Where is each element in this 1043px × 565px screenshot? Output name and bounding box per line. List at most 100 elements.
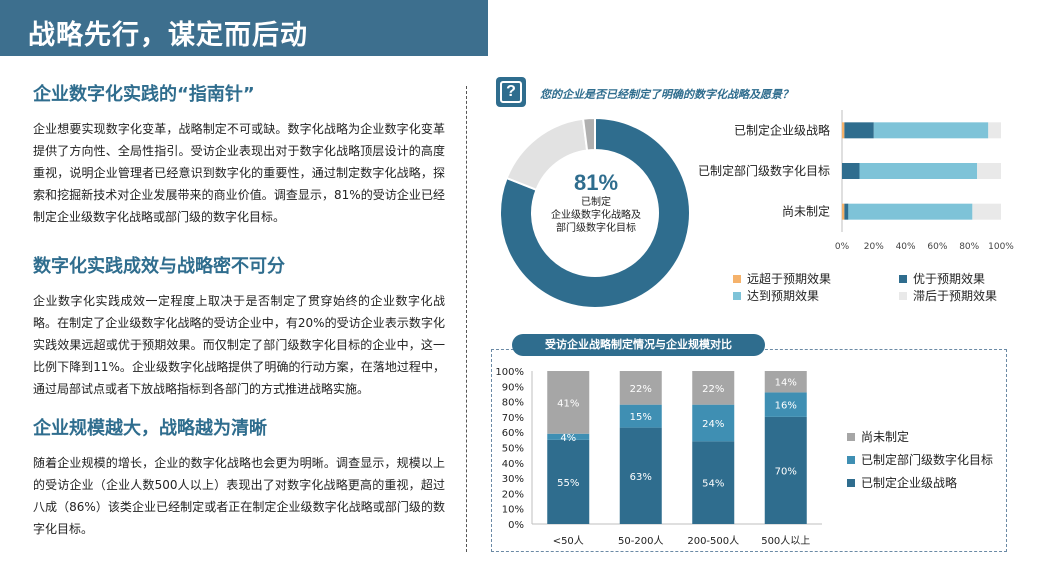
category-label: 已制定部门级数字化目标 xyxy=(698,163,830,178)
legend-swatch xyxy=(899,274,907,283)
y-tick-label: 100% xyxy=(495,367,524,378)
section-heading: 企业规模越大，战略越为清晰 xyxy=(33,418,267,439)
x-tick-label: 80% xyxy=(959,242,979,252)
bar-segment xyxy=(842,203,845,220)
section-body: 企业数字化实践成效一定程度上取决于是否制定了贯穿始终的企业数字化战略。在制定了企… xyxy=(33,294,445,396)
data-label: 24% xyxy=(702,419,724,430)
y-tick-label: 10% xyxy=(502,505,524,516)
survey-question: 您的企业是否已经制定了明确的数字化战略及愿景？ xyxy=(540,88,793,101)
legend-label: 尚未制定 xyxy=(861,430,910,444)
section-heading: 数字化实践成效与战略密不可分 xyxy=(33,256,285,277)
y-tick-label: 50% xyxy=(502,444,524,455)
effect-bar-chart: 已制定企业级战略已制定部门级数字化目标尚未制定 0% 20% 40% 60% 80% 100… xyxy=(690,110,1030,265)
question-mark-icon: ? xyxy=(496,77,526,107)
category-label: 500人以上 xyxy=(761,535,810,547)
question-glyph: ? xyxy=(500,81,522,103)
category-label: 已制定企业级战略 xyxy=(734,122,830,137)
data-label: 70% xyxy=(775,466,797,477)
donut-center-label: 81% 已制定 企业级数字化战略及 部门级数字化目标 xyxy=(540,170,652,235)
x-tick-label: 20% xyxy=(864,242,884,252)
scale-bar-chart: 0% 10% 20% 30% 40% 50% 60% 70% 80% 90% 100% 55% 4% 41… xyxy=(492,360,832,555)
legend-swatch xyxy=(899,291,907,300)
bar-segment xyxy=(764,371,807,393)
legend-swatch xyxy=(847,432,855,441)
legend-swatch xyxy=(733,274,741,283)
column-divider xyxy=(466,86,467,552)
data-label: 14% xyxy=(775,378,797,389)
data-label: 54% xyxy=(702,479,724,490)
legend-swatch xyxy=(847,478,855,487)
scale-bar-svg: 0% 10% 20% 30% 40% 50% 60% 70% 80% 90% 100% 55% 4% 41… xyxy=(495,367,822,547)
bar-segment xyxy=(977,163,1001,179)
category-label: 50-200人 xyxy=(618,535,663,547)
donut-slice xyxy=(499,116,691,309)
bar-segment xyxy=(547,439,590,524)
bar-segment xyxy=(842,122,845,139)
data-label: 16% xyxy=(775,401,797,412)
legend-item: 滞后于预期效果 xyxy=(899,287,997,304)
scale-chart-title: 受访企业战略制定情况与企业规模对比 xyxy=(512,334,765,356)
legend-swatch xyxy=(733,291,741,300)
category-label: 200-500人 xyxy=(687,535,739,547)
legend-item: 达到预期效果 xyxy=(733,287,819,304)
title-banner: 战略先行，谋定而后动 xyxy=(0,0,488,56)
legend-swatch xyxy=(847,455,855,464)
section-scale: 企业规模越大，战略越为清晰 随着企业规模的增长，企业的数字化战略也会更为明晰。调… xyxy=(33,414,445,540)
y-tick-label: 90% xyxy=(502,382,524,393)
bar-segment xyxy=(764,392,807,417)
section-compass: 企业数字化实践的“指南针” 企业想要实现数字化变革，战略制定不可或缺。数字化战略… xyxy=(33,80,445,228)
category-label: <50人 xyxy=(553,535,584,547)
bar-segment xyxy=(619,371,662,405)
bar-segment xyxy=(619,427,662,524)
bar-segment xyxy=(764,416,807,524)
bar-segment xyxy=(547,433,590,440)
bar-segment xyxy=(972,203,1001,220)
bar-segment xyxy=(859,163,978,179)
donut-center-value: 81% xyxy=(573,170,619,195)
donut-svg xyxy=(499,116,691,309)
bar-segment xyxy=(692,371,735,405)
section-heading: 企业数字化实践的“指南针” xyxy=(33,84,255,105)
bar-segment xyxy=(842,163,860,179)
y-tick-label: 30% xyxy=(502,474,524,485)
legend-label: 已制定部门级数字化目标 xyxy=(861,453,994,467)
data-label: 22% xyxy=(702,384,724,395)
bar-segment xyxy=(547,371,590,434)
bar-segment xyxy=(692,404,735,442)
bar-segment xyxy=(844,122,874,139)
legend-item: 已制定企业级战略 xyxy=(847,474,993,497)
donut-chart xyxy=(498,116,692,315)
y-tick-label: 40% xyxy=(502,459,524,470)
legend-label: 滞后于预期效果 xyxy=(913,289,998,303)
section-body: 随着企业规模的增长，企业的数字化战略也会更为明晰。调查显示，规模以上的受访企业（… xyxy=(33,456,445,536)
legend-label: 远超于预期效果 xyxy=(747,272,832,286)
y-tick-label: 70% xyxy=(502,413,524,424)
data-label: 22% xyxy=(630,384,652,395)
bar-segment xyxy=(848,203,973,220)
y-tick-label: 80% xyxy=(502,398,524,409)
scale-legend: 尚未制定 已制定部门级数字化目标 已制定企业级战略 xyxy=(847,428,993,497)
data-label: 55% xyxy=(557,478,579,489)
x-tick-label: 100% xyxy=(988,242,1014,252)
data-label: 4% xyxy=(560,433,576,444)
x-tick-label: 60% xyxy=(927,242,947,252)
data-label: 41% xyxy=(557,398,579,409)
section-effect: 数字化实践成效与战略密不可分 企业数字化实践成效一定程度上取决于是否制定了贯穿始… xyxy=(33,252,445,400)
legend-item: 尚未制定 xyxy=(847,428,993,451)
bar-segment xyxy=(988,122,1001,139)
donut-slice xyxy=(581,116,596,152)
y-tick-label: 20% xyxy=(502,489,524,500)
legend-label: 优于预期效果 xyxy=(913,272,986,286)
x-tick-label: 0% xyxy=(835,242,850,252)
category-label: 尚未制定 xyxy=(782,204,830,219)
legend-item: 已制定部门级数字化目标 xyxy=(847,451,993,474)
donut-center-line: 企业级数字化战略及 xyxy=(551,210,641,221)
bar-segment xyxy=(844,203,849,220)
x-tick-label: 40% xyxy=(896,242,916,252)
legend-item: 优于预期效果 xyxy=(899,270,985,287)
bar-segment xyxy=(619,404,662,428)
page-title: 战略先行，谋定而后动 xyxy=(28,20,308,51)
data-label: 63% xyxy=(630,472,652,483)
y-tick-label: 0% xyxy=(508,520,524,531)
